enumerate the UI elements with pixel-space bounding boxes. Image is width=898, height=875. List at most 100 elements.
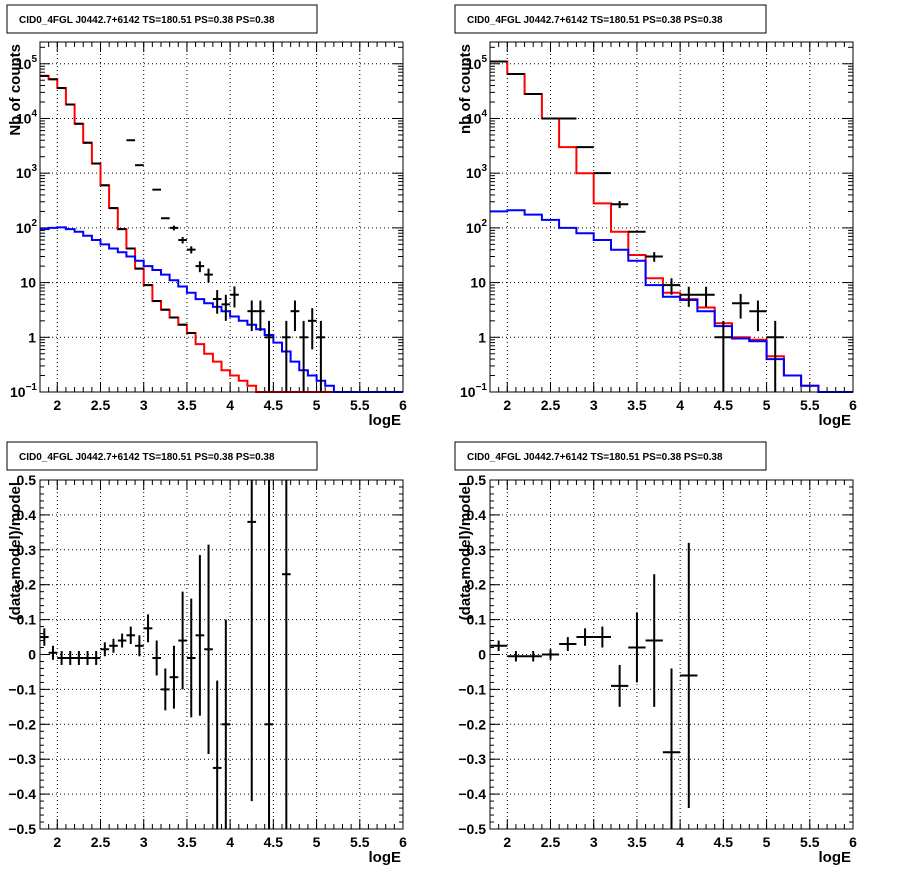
chart-panel-4: 2 2.5 3 3.5 4 4.5 5 5.5 6 −0.5 −0.4 −0.3 −0.2 −0.1 0 0.… — [454, 441, 857, 866]
data-point — [204, 544, 213, 754]
plot-frame — [39, 41, 404, 393]
data-point — [645, 252, 663, 262]
x-tick-label: 4.5 — [714, 397, 734, 413]
y-axis-title: (data-model)/model — [7, 482, 24, 620]
x-tick-label: 5.5 — [800, 397, 820, 413]
title-box — [6, 441, 318, 471]
chart-panel-2: 2 2.5 3 3.5 4 4.5 5 5.5 6 10−1 1 10 102 103 104 105 CID0… — [454, 4, 857, 429]
x-axis-title: logE — [369, 849, 402, 866]
y-tick-label: 0.3 — [17, 542, 37, 558]
x-tick-label: 2.5 — [91, 397, 111, 413]
data-point — [628, 612, 646, 683]
x-tick-label: 2 — [503, 834, 511, 850]
plot-frame — [489, 479, 854, 830]
data-point — [178, 591, 187, 690]
x-tick-label: 3.5 — [627, 834, 647, 850]
data-point — [65, 651, 75, 665]
x-tick-label: 3 — [590, 397, 598, 413]
y-tick-label: −0.2 — [458, 716, 486, 732]
y-tick-label: 1 — [478, 329, 486, 345]
x-tick-label: 2.5 — [91, 834, 111, 850]
y-tick-label: 105 — [16, 54, 38, 72]
y-tick-label: 0 — [478, 647, 486, 663]
data-point — [212, 680, 222, 829]
data-point — [152, 640, 161, 676]
data-point — [169, 225, 179, 231]
y-tick-label: 0.3 — [467, 542, 487, 558]
data-point — [186, 246, 196, 254]
y-tick-label: 0.2 — [17, 577, 37, 593]
data-point — [247, 480, 257, 802]
x-tick-label: 6 — [399, 834, 407, 850]
data-point — [559, 637, 577, 652]
x-tick-label: 6 — [849, 397, 857, 413]
data-point — [524, 651, 542, 662]
data-point — [576, 628, 594, 646]
x-tick-label: 3 — [140, 834, 148, 850]
data-point — [316, 320, 326, 392]
x-tick-label: 4 — [226, 397, 234, 413]
y-tick-label: −0.2 — [8, 716, 36, 732]
y-axis-title: Nb of counts — [7, 44, 24, 136]
data-point — [714, 320, 732, 392]
x-tick-label: 3.5 — [177, 834, 197, 850]
model-histogram-2 — [490, 209, 853, 393]
data-point — [74, 651, 84, 665]
data-point — [230, 286, 239, 308]
y-tick-label: −0.1 — [458, 681, 486, 697]
data-point — [282, 320, 291, 392]
x-tick-label: 5 — [763, 834, 771, 850]
y-tick-label: −0.4 — [458, 786, 486, 802]
data-point — [264, 480, 274, 829]
data-point — [221, 294, 231, 321]
y-tick-label: 0.4 — [467, 507, 487, 523]
plot-frame — [489, 41, 854, 393]
data-point — [490, 640, 508, 652]
y-tick-label: 0.5 — [467, 472, 487, 488]
data-point — [299, 320, 308, 392]
data-point — [611, 201, 629, 209]
model-histogram-2 — [40, 226, 403, 393]
x-tick-label: 5 — [313, 397, 321, 413]
x-tick-label: 4 — [226, 834, 234, 850]
x-tick-label: 3 — [590, 834, 598, 850]
y-tick-label: 1 — [28, 329, 36, 345]
data-point — [662, 278, 681, 295]
data-point — [195, 261, 205, 273]
y-tick-label: 0.1 — [17, 612, 37, 628]
y-tick-label: −0.3 — [458, 751, 486, 767]
data-point — [247, 300, 257, 332]
x-tick-label: 4.5 — [264, 397, 284, 413]
data-point — [307, 308, 317, 350]
data-point — [507, 651, 525, 662]
title-box — [454, 4, 767, 34]
data-point — [109, 638, 118, 653]
x-tick-label: 4 — [676, 834, 684, 850]
data-point — [593, 626, 611, 648]
y-tick-label: 10 — [20, 275, 36, 291]
x-tick-label: 3.5 — [177, 397, 197, 413]
x-tick-label: 2.5 — [541, 397, 561, 413]
y-tick-label: 102 — [16, 218, 38, 236]
y-tick-label: 10−1 — [10, 382, 37, 400]
x-tick-label: 4.5 — [714, 834, 734, 850]
y-tick-label: 103 — [16, 163, 38, 181]
data-point — [126, 626, 136, 645]
title-box — [454, 441, 767, 471]
data-point — [282, 480, 291, 829]
x-axis-title: logE — [819, 412, 852, 429]
y-tick-label: 102 — [466, 218, 488, 236]
data-point — [264, 320, 274, 392]
y-tick-label: −0.1 — [8, 681, 36, 697]
x-axis-title: logE — [819, 849, 852, 866]
title-box — [6, 4, 318, 34]
model-histogram-1 — [40, 74, 403, 393]
x-axis-title: logE — [369, 412, 402, 429]
y-tick-label: −0.4 — [8, 786, 36, 802]
data-point — [178, 237, 187, 244]
data-point — [680, 286, 698, 307]
chart-title: CID0_4FGL J0442.7+6142 TS=180.51 PS=0.38… — [467, 452, 723, 463]
data-point — [186, 598, 196, 718]
data-point — [697, 286, 715, 307]
x-tick-label: 4.5 — [264, 834, 284, 850]
